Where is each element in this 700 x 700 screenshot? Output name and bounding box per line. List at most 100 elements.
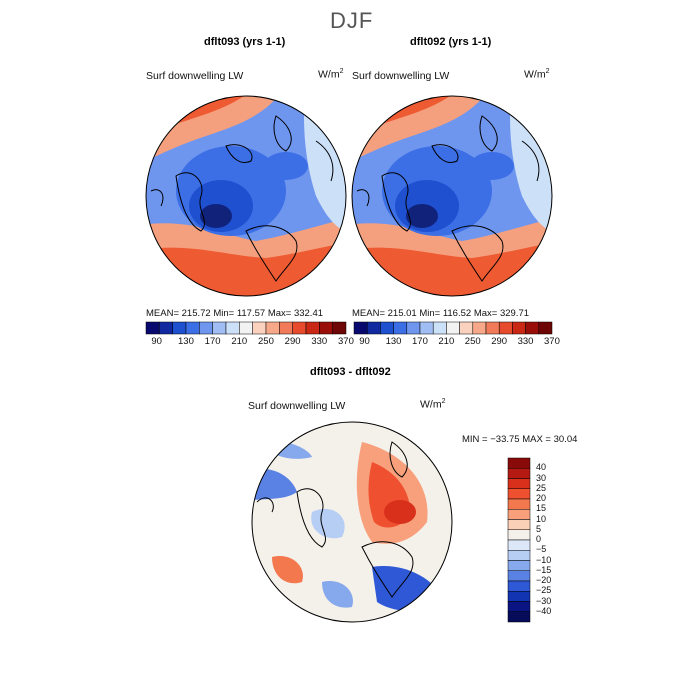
diff-colorbar-tick-label: −15 (536, 564, 552, 575)
diff-colorbar-tick-label: −5 (536, 544, 547, 555)
panel2-colorbar-swatch (353, 321, 368, 335)
diff-colorbar-tick-label: −40 (536, 605, 552, 616)
panel1-colorbar-swatch (172, 321, 187, 335)
diff-colorbar-swatch (507, 539, 531, 551)
panel1-colorbar-tick-label: 170 (204, 336, 221, 347)
panel1-colorbar-swatch (225, 321, 240, 335)
diff-colorbar-tick-label: −20 (536, 575, 552, 585)
panel2-colorbar-swatch (512, 321, 526, 335)
diff-map-border (251, 421, 453, 623)
panel1-colorbar-swatch (332, 321, 347, 335)
panel1-colorbar-tick-label: 250 (258, 336, 274, 347)
diff-colorbar-tick-label: 40 (536, 462, 547, 473)
diff-colorbar-swatch (507, 519, 531, 530)
diff-colorbar (507, 457, 531, 623)
panel2-colorbar-swatch (538, 321, 553, 335)
diff-minmax: MIN = −33.75 MAX = 30.04 (462, 434, 578, 445)
panel1-colorbar-swatch (185, 321, 200, 335)
diff-colorbar-swatch (507, 601, 531, 612)
panel2-colorbar-tick-label: 210 (438, 336, 455, 347)
panel2-map-border (351, 95, 553, 297)
diff-colorbar-tick-label: 30 (536, 472, 547, 483)
panel2-colorbar-swatch (498, 321, 513, 335)
panel2-colorbar (353, 321, 553, 335)
diff-units: W/m2 (420, 398, 446, 411)
diff-variable: Surf downwelling LW (248, 400, 346, 412)
panel1-map-border (145, 95, 347, 297)
panel1-title: dflt093 (yrs 1-1) (204, 36, 286, 48)
diff-colorbar-swatch (507, 591, 531, 602)
panel1-colorbar-tick-label: 330 (311, 336, 328, 347)
diff-colorbar-swatch (507, 478, 531, 489)
panel2-colorbar-tick-label: 370 (544, 336, 560, 347)
panel1-colorbar-swatch (159, 321, 173, 335)
diff-colorbar-swatch (507, 580, 531, 592)
panel2-colorbar-tick-label: 130 (385, 336, 402, 347)
panel2-variable: Surf downwelling LW (352, 70, 450, 82)
diff-colorbar-swatch (507, 457, 531, 469)
panel2-colorbar-tick-label: 170 (412, 336, 428, 347)
panel2-colorbar-swatch (472, 321, 487, 335)
panel1-colorbar-swatch (199, 321, 213, 335)
panel1-colorbar-swatch (265, 321, 280, 335)
panel2-colorbar-swatch (366, 321, 381, 335)
diff-colorbar-swatch (507, 509, 531, 520)
panel2-colorbar-swatch (525, 321, 540, 335)
diff-colorbar-tick-label: 5 (536, 523, 542, 534)
panel2-colorbar-swatch (485, 321, 500, 335)
panel1-colorbar (145, 321, 347, 335)
panel2-colorbar-swatch (419, 321, 434, 335)
diff-colorbar-swatch (507, 570, 531, 582)
diff-colorbar-tick-label: −25 (536, 585, 552, 596)
diff-colorbar-tick-label: 25 (536, 482, 547, 493)
season-title: DJF (330, 8, 374, 33)
panel1-stats: MEAN= 215.72 Min= 117.57 Max= 332.41 (146, 308, 324, 319)
panel1-colorbar-tick-label: 210 (231, 336, 248, 347)
panel1-colorbar-swatch (319, 321, 333, 335)
diff-colorbar-swatch (507, 611, 531, 623)
panel1-map (146, 96, 346, 296)
diff-title: dflt093 - dflt092 (310, 366, 391, 378)
diff-colorbar-tick-label: −10 (536, 554, 552, 565)
panel1-colorbar-tick-label: 90 (151, 336, 162, 347)
panel2-colorbar-swatch (459, 321, 474, 335)
panel1-colorbar-swatch (145, 321, 160, 335)
panel2-colorbar-tick-label: 90 (359, 336, 370, 347)
panel1-colorbar-swatch (305, 321, 320, 335)
diff-colorbar-swatch (507, 468, 531, 479)
panel2-stats: MEAN= 215.01 Min= 116.52 Max= 329.71 (352, 308, 530, 319)
diff-colorbar-swatch (507, 529, 531, 541)
panel2-colorbar-swatch (380, 321, 394, 335)
diff-colorbar-swatch (507, 550, 531, 561)
panel2-colorbar-swatch (446, 321, 460, 335)
panel2-map (352, 96, 552, 296)
diff-map (252, 422, 452, 622)
panel1-colorbar-swatch (212, 321, 227, 335)
diff-colorbar-tick-label: 15 (536, 503, 547, 514)
diff-colorbar-tick-label: 10 (536, 513, 547, 524)
diff-colorbar-tick-label: −30 (536, 595, 552, 606)
panel1-colorbar-swatch (279, 321, 293, 335)
panel1-colorbar-tick-label: 370 (338, 336, 354, 347)
panel2-colorbar-swatch (393, 321, 408, 335)
diff-colorbar-tick-label: 20 (536, 493, 547, 503)
panel2-colorbar-tick-label: 290 (491, 336, 508, 347)
panel1-colorbar-swatch (252, 321, 267, 335)
diff-colorbar-tick-label: 0 (536, 534, 542, 544)
panel2-colorbar-tick-label: 330 (517, 336, 534, 347)
diff-colorbar-swatch (507, 560, 531, 571)
panel2-units: W/m2 (524, 68, 550, 81)
panel1-colorbar-swatch (292, 321, 307, 335)
panel1-colorbar-swatch (239, 321, 253, 335)
panel1-units: W/m2 (318, 68, 344, 81)
panel2-colorbar-swatch (406, 321, 421, 335)
panel2-colorbar-tick-label: 250 (464, 336, 481, 347)
panel1-variable: Surf downwelling LW (146, 70, 244, 82)
diff-colorbar-swatch (507, 498, 531, 510)
panel1-colorbar-tick-label: 130 (178, 336, 194, 347)
panel1-colorbar-tick-label: 290 (284, 336, 301, 347)
panel2-title: dflt092 (yrs 1-1) (410, 36, 492, 48)
panel2-colorbar-swatch (432, 321, 447, 335)
